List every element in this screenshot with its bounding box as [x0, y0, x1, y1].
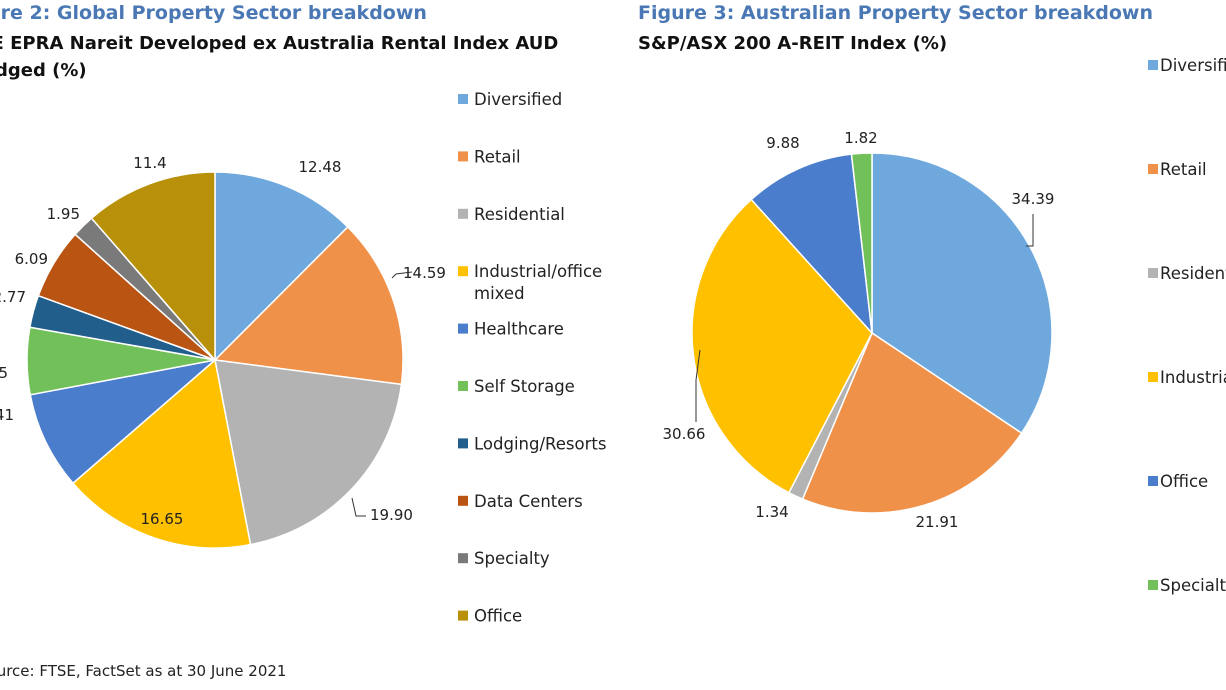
figure-2-slice-office: [90, 171, 216, 363]
figure-3-data-label-specialty: 1.82: [844, 129, 877, 147]
figure-2-data-label-healthcare: 8.41: [0, 406, 14, 424]
figure-2-leader-retail: [391, 271, 413, 279]
figure-2-legend-label-residential: Residential: [474, 205, 565, 224]
figure-2-subtitle-line2: hedged (%): [0, 60, 87, 81]
figure-3-data-label-residential: 1.34: [755, 503, 788, 521]
figure-3-subtitle: S&P/ASX 200 A-REIT Index (%): [638, 33, 948, 54]
figure-2-legend-label-diversified: Diversified: [474, 90, 562, 109]
figure-3-legend-label-retail: Retail: [1160, 160, 1207, 179]
figure-3-legend-label-residential: Residential: [1160, 264, 1226, 283]
figure-3-legend-swatch-specialty: [1148, 580, 1158, 590]
figure-2-legend-swatch-specialty: [458, 553, 468, 564]
figure-3-legend-swatch-retail: [1148, 164, 1158, 174]
figure-2-legend-swatch-self-storage: [458, 381, 468, 391]
figure-2-legend-label-industrial-office-mixed: Industrial/office mixed: [474, 262, 602, 303]
figure-3-pie: [691, 152, 1053, 514]
figure-2-title: Figure 2: Global Property Sector breakdo…: [0, 2, 427, 24]
figure-3-legend-swatch-industrial: [1148, 372, 1158, 382]
figure-2-pie: [26, 171, 404, 549]
figure-2-legend-label-data-centers: Data Centers: [474, 492, 583, 511]
figure-3-slice-retail: [801, 331, 1023, 514]
figure-2-data-label-retail: 14.59: [403, 264, 446, 282]
figure-3-data-label-diversified: 34.39: [1012, 190, 1055, 208]
figure-2-legend-swatch-industrial-office-mixed: [458, 266, 468, 277]
figure-3-legend-label-specialty: Specialty: [1160, 576, 1226, 595]
figure-2-legend-swatch-residential: [458, 208, 468, 219]
figure-2-legend-swatch-retail: [458, 151, 468, 162]
figure-2-data-label-lodging-resorts: 2.77: [0, 288, 26, 306]
figure-2-legend-swatch-office: [458, 610, 468, 621]
figure-2-data-label-data-centers: 6.09: [15, 250, 48, 268]
figure-2-data-label-residential: 19.90: [370, 506, 413, 524]
source-note: Source: FTSE, FactSet as at 30 June 2021: [0, 662, 287, 680]
figure-2-leader-residential: [351, 497, 366, 517]
figure-3-leader-industrial: [695, 349, 701, 422]
figure-2-slice-industrial-office-mixed: [71, 358, 252, 549]
figure-2-legend-swatch-healthcare: [458, 323, 468, 334]
figure-2-data-label-diversified: 12.48: [299, 158, 342, 176]
figure-3-legend-swatch-residential: [1148, 268, 1158, 278]
figure-3-legend-label-industrial: Industrial: [1160, 368, 1226, 387]
figure-2-slice-residential: [214, 359, 403, 546]
figure-2-subtitle-line1: FTSE EPRA Nareit Developed ex Australia …: [0, 33, 559, 54]
figure-2-legend-label-self-storage: Self Storage: [474, 377, 575, 396]
figure-2-slice-diversified: [214, 171, 349, 362]
figure-2-data-label-industrial-office-mixed: 16.65: [141, 510, 184, 528]
figure-3-title: Figure 3: Australian Property Sector bre…: [638, 2, 1154, 24]
figure-3-legend-label-diversified: Diversified: [1160, 56, 1226, 75]
figure-2-legend-swatch-data-centers: [458, 495, 468, 506]
figure-3-leader-diversified: [1026, 214, 1034, 247]
figure-3-slice-specialty: [850, 152, 873, 334]
figure-3-data-label-industrial: 30.66: [663, 425, 706, 443]
figure-3-slice-office: [750, 153, 874, 336]
figure-2-legend-label-healthcare: Healthcare: [474, 320, 564, 339]
figure-2-legend-swatch-diversified: [458, 94, 468, 104]
figure-2-legend-label-lodging-resorts: Lodging/Resorts: [474, 434, 606, 453]
figure-2-data-label-self-storage: 5.75: [0, 364, 8, 382]
figure-2-data-label-office: 11.4: [133, 154, 166, 172]
figure-2-legend-label-specialty: Specialty: [474, 549, 550, 568]
figure-2-legend-label-office: Office: [474, 607, 522, 626]
figure-3-data-label-retail: 21.91: [916, 513, 959, 531]
figure-2-data-label-specialty: 1.95: [47, 205, 80, 223]
figure-3-legend-swatch-office: [1148, 476, 1158, 486]
figure-2-legend-label-retail: Retail: [474, 147, 521, 166]
figure-2-legend-swatch-lodging-resorts: [458, 438, 468, 449]
figure-3-slice-industrial: [691, 198, 873, 494]
figure-3-data-label-office: 9.88: [766, 134, 799, 152]
figure-3-legend-label-office: Office: [1160, 472, 1208, 491]
figure-2-slice-retail: [213, 225, 404, 386]
figure-2-slice-healthcare: [29, 358, 218, 485]
figure-3-legend-swatch-diversified: [1148, 60, 1158, 70]
